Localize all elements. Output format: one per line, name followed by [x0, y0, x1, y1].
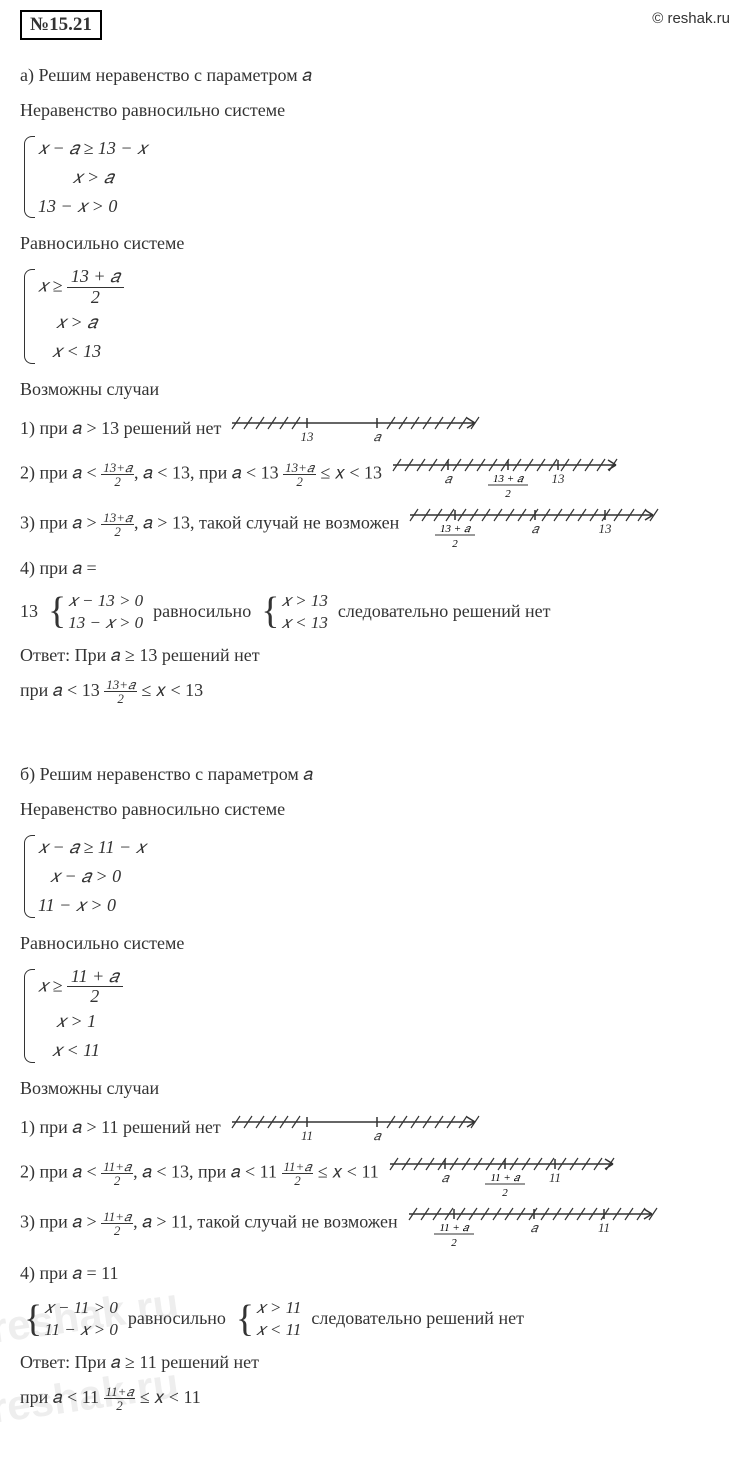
- case-b1: 1) при 𝑎 > 11 решений нет 11𝑎: [20, 1110, 730, 1146]
- case-b3: 3) при 𝑎 > 11+𝑎2, 𝑎 > 11, такой случай н…: [20, 1202, 730, 1246]
- system-a1: 𝑥 − 𝑎 ≥ 13 − 𝑥 𝑥 > 𝑎 13 − 𝑥 > 0: [20, 134, 730, 220]
- numberline: 13 𝑎: [227, 411, 487, 447]
- text: Неравенство равносильно системе: [20, 97, 730, 124]
- answer-a2: при 𝑎 < 13 13+𝑎2 ≤ 𝑥 < 13: [20, 677, 730, 705]
- site-label: © reshak.ru: [652, 10, 730, 27]
- text: Возможны случаи: [20, 376, 730, 403]
- svg-text:2: 2: [451, 1237, 457, 1246]
- text: Равносильно системе: [20, 930, 730, 957]
- svg-text:13: 13: [301, 429, 315, 444]
- svg-text:11: 11: [549, 1170, 561, 1185]
- svg-text:13: 13: [599, 521, 613, 536]
- case-a2: 2) при 𝑎 < 13+𝑎2, 𝑎 < 13, при 𝑎 < 13 13+…: [20, 453, 730, 497]
- svg-text:13: 13: [552, 471, 566, 486]
- part-b-title: б) Решим неравенство с параметром 𝑎: [20, 761, 730, 788]
- answer-a1: Ответ: При 𝑎 ≥ 13 решений нет: [20, 642, 730, 669]
- svg-text:11 + 𝑎: 11 + 𝑎: [490, 1172, 521, 1184]
- svg-text:𝑎: 𝑎: [445, 471, 454, 486]
- svg-text:𝑎: 𝑎: [530, 1220, 539, 1235]
- answer-b2: при 𝑎 < 11 11+𝑎2 ≤ 𝑥 < 11: [20, 1384, 730, 1412]
- svg-text:𝑎: 𝑎: [441, 1170, 450, 1185]
- svg-text:2: 2: [453, 538, 459, 547]
- svg-text:𝑎: 𝑎: [373, 1128, 382, 1143]
- case-a4-pre: 4) при 𝑎 =: [20, 555, 730, 582]
- case-b4: {𝑥 − 11 > 011 − 𝑥 > 0 равносильно {𝑥 > 1…: [20, 1297, 730, 1341]
- svg-text:𝑎: 𝑎: [374, 429, 383, 444]
- svg-text:𝑎: 𝑎: [532, 521, 541, 536]
- svg-text:13 + 𝑎: 13 + 𝑎: [440, 523, 472, 535]
- svg-text:2: 2: [505, 488, 511, 497]
- svg-text:11 + 𝑎: 11 + 𝑎: [439, 1222, 470, 1234]
- system-a2: 𝑥 ≥ 13 + 𝑎2 𝑥 > 𝑎 𝑥 < 13: [20, 267, 730, 365]
- numberline: 𝑎 11 11 + 𝑎 2: [404, 1202, 664, 1246]
- text: Равносильно системе: [20, 230, 730, 257]
- case-b2: 2) при 𝑎 < 11+𝑎2, 𝑎 < 13, при 𝑎 < 11 11+…: [20, 1152, 730, 1196]
- system-b1: 𝑥 − 𝑎 ≥ 11 − 𝑥 𝑥 − 𝑎 > 0 11 − 𝑥 > 0: [20, 833, 730, 919]
- case-b4-pre: 4) при 𝑎 = 11: [20, 1260, 730, 1287]
- svg-text:2: 2: [502, 1187, 508, 1196]
- numberline: 11 𝑎: [227, 1110, 487, 1146]
- svg-text:13 + 𝑎: 13 + 𝑎: [493, 473, 525, 485]
- numberline: 𝑎 11 11 + 𝑎 2: [385, 1152, 625, 1196]
- svg-text:11: 11: [301, 1128, 313, 1143]
- text: Неравенство равносильно системе: [20, 796, 730, 823]
- part-a-title: а) Решим неравенство с параметром 𝑎: [20, 62, 730, 89]
- system-b2: 𝑥 ≥ 11 + 𝑎2 𝑥 > 1 𝑥 < 11: [20, 967, 730, 1065]
- case-a4: 13 {𝑥 − 13 > 013 − 𝑥 > 0 равносильно {𝑥 …: [20, 590, 730, 634]
- case-a3: 3) при 𝑎 > 13+𝑎2, 𝑎 > 13, такой случай н…: [20, 503, 730, 547]
- case-a1: 1) при 𝑎 > 13 решений нет 13𝑎: [20, 411, 730, 447]
- text: Возможны случаи: [20, 1075, 730, 1102]
- numberline: 𝑎 13 13 + 𝑎 2: [388, 453, 628, 497]
- answer-b1: Ответ: При 𝑎 ≥ 11 решений нет: [20, 1349, 730, 1376]
- svg-text:11: 11: [598, 1220, 610, 1235]
- problem-number: №15.21: [20, 10, 102, 40]
- numberline: 𝑎 13 13 + 𝑎 2: [405, 503, 665, 547]
